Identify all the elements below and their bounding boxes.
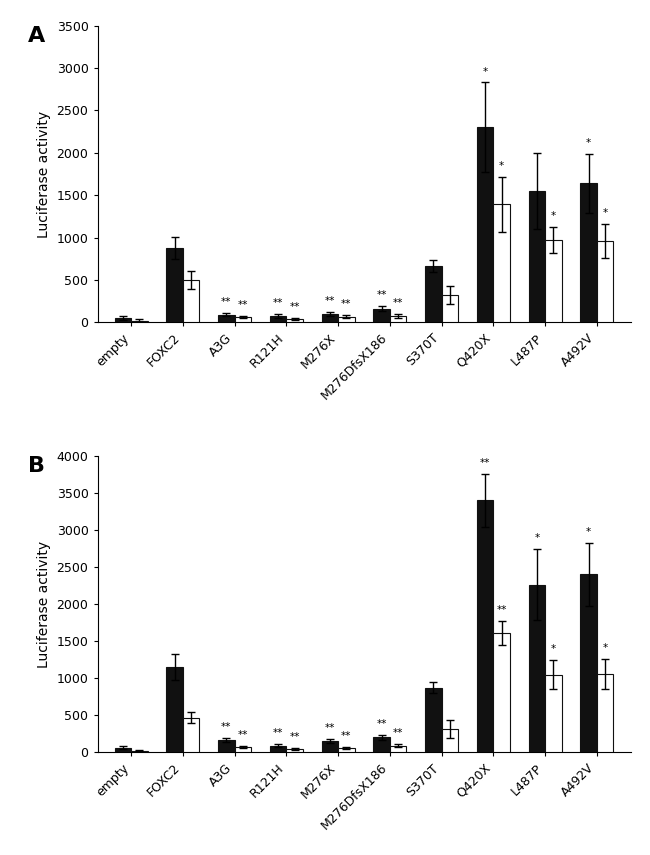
Bar bbox=[545, 240, 562, 322]
Text: **: ** bbox=[324, 296, 335, 306]
Text: **: ** bbox=[324, 723, 335, 734]
Text: *: * bbox=[586, 138, 592, 148]
Text: **: ** bbox=[480, 457, 490, 468]
Bar bbox=[183, 280, 200, 322]
Bar bbox=[528, 585, 545, 752]
Bar bbox=[166, 248, 183, 322]
Bar bbox=[183, 717, 200, 752]
Bar bbox=[545, 675, 562, 752]
Bar bbox=[338, 316, 355, 322]
Bar bbox=[441, 295, 458, 322]
Text: **: ** bbox=[273, 298, 283, 309]
Bar bbox=[390, 316, 406, 322]
Text: **: ** bbox=[238, 300, 248, 310]
Y-axis label: Luciferase activity: Luciferase activity bbox=[37, 540, 51, 668]
Bar bbox=[131, 751, 148, 752]
Bar bbox=[597, 241, 614, 322]
Bar bbox=[131, 321, 148, 322]
Bar bbox=[373, 737, 390, 752]
Text: *: * bbox=[603, 643, 608, 653]
Bar bbox=[338, 748, 355, 752]
Text: *: * bbox=[534, 534, 540, 543]
Text: *: * bbox=[603, 208, 608, 218]
Bar bbox=[114, 748, 131, 752]
Text: **: ** bbox=[393, 728, 404, 739]
Bar bbox=[322, 314, 338, 322]
Bar bbox=[425, 687, 441, 752]
Bar bbox=[218, 740, 235, 752]
Bar bbox=[114, 318, 131, 322]
Bar bbox=[166, 667, 183, 752]
Text: **: ** bbox=[497, 605, 507, 616]
Text: **: ** bbox=[221, 722, 231, 732]
Text: B: B bbox=[28, 456, 46, 475]
Text: **: ** bbox=[273, 728, 283, 739]
Bar bbox=[580, 575, 597, 752]
Bar bbox=[235, 317, 251, 322]
Text: **: ** bbox=[376, 719, 387, 728]
Text: A: A bbox=[28, 26, 46, 45]
Bar bbox=[425, 267, 441, 322]
Text: *: * bbox=[586, 528, 592, 537]
Bar bbox=[287, 749, 303, 752]
Bar bbox=[441, 728, 458, 752]
Bar bbox=[493, 633, 510, 752]
Text: **: ** bbox=[393, 298, 404, 309]
Bar bbox=[477, 500, 493, 752]
Bar bbox=[235, 746, 251, 752]
Y-axis label: Luciferase activity: Luciferase activity bbox=[37, 110, 51, 238]
Text: **: ** bbox=[238, 730, 248, 740]
Bar bbox=[528, 191, 545, 322]
Text: *: * bbox=[551, 211, 556, 221]
Text: **: ** bbox=[376, 290, 387, 300]
Text: *: * bbox=[482, 67, 488, 76]
Bar bbox=[270, 316, 287, 322]
Text: **: ** bbox=[289, 732, 300, 742]
Bar bbox=[477, 127, 493, 322]
Bar bbox=[597, 674, 614, 752]
Text: **: ** bbox=[341, 299, 352, 310]
Bar bbox=[580, 183, 597, 322]
Bar bbox=[322, 741, 338, 752]
Bar bbox=[390, 746, 406, 752]
Bar bbox=[373, 309, 390, 322]
Bar bbox=[493, 204, 510, 322]
Bar bbox=[287, 319, 303, 322]
Text: **: ** bbox=[221, 297, 231, 307]
Text: **: ** bbox=[341, 731, 352, 741]
Text: **: ** bbox=[289, 302, 300, 312]
Text: *: * bbox=[499, 162, 504, 171]
Bar bbox=[218, 315, 235, 322]
Text: *: * bbox=[551, 644, 556, 654]
Bar bbox=[270, 746, 287, 752]
